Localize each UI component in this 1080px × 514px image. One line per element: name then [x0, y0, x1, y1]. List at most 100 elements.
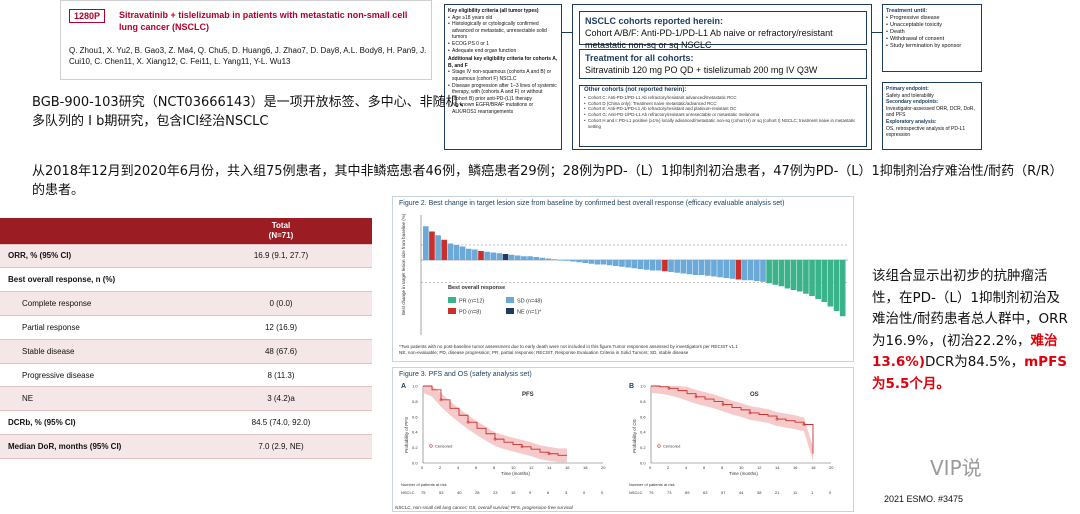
waterfall-bar	[441, 239, 448, 260]
eligibility-item: Age ≥18 years old	[448, 15, 558, 22]
table-row: Stable disease 48 (67.6)	[0, 339, 372, 364]
waterfall-bar	[582, 260, 589, 263]
waterfall-bar	[570, 260, 576, 262]
risk-label: NSCLC	[401, 490, 415, 495]
risk-count: 53	[439, 490, 444, 495]
additional-item: Disease progression after 1–3 lines of s…	[448, 83, 558, 103]
figure-2-title: Figure 2. Best change in target lesion s…	[399, 200, 785, 207]
waterfall-chart: Best change in target lesion size from b…	[401, 213, 848, 335]
legend-censor-mark	[429, 444, 433, 448]
y-tick-label: 1.0	[412, 384, 418, 389]
waterfall-bar	[447, 243, 454, 260]
row-label: ORR, % (95% CI)	[0, 244, 190, 269]
risk-count: 6	[547, 490, 550, 495]
row-label: Complete response	[0, 291, 190, 316]
other-title: Other cohorts (not reported herein):	[584, 87, 687, 93]
eligibility-list: Age ≥18 years oldHistologically or cytol…	[448, 15, 558, 55]
treatment-box: Treatment for all cohorts: Sitravatinib …	[579, 49, 867, 79]
figure-2-footnote-2: NE, non-evaluable; PD, disease progressi…	[399, 350, 689, 355]
flow-arrow	[872, 32, 882, 33]
waterfall-bar	[514, 255, 521, 260]
risk-count: 23	[493, 490, 498, 495]
row-label: Stable disease	[0, 339, 190, 364]
risk-count: 9	[529, 490, 532, 495]
risk-count: 44	[739, 490, 744, 495]
confidence-band	[423, 386, 567, 463]
treatment-until-box: Treatment until: Progressive diseaseUnac…	[882, 4, 982, 72]
risk-count: 15	[511, 490, 516, 495]
waterfall-bar	[606, 260, 613, 266]
until-item: Study termination by sponsor	[886, 43, 978, 50]
row-label: NE	[0, 386, 190, 412]
table-header: Total (N=71)	[0, 218, 372, 245]
figure-2-panel: Figure 2. Best change in target lesion s…	[392, 196, 854, 362]
legend-label: PR (n=12)	[459, 299, 484, 305]
censor-mark	[802, 423, 806, 426]
censor-mark	[748, 411, 752, 415]
censor-mark	[466, 420, 470, 424]
panel-label: B	[629, 383, 634, 390]
y-tick-label: 0.2	[412, 445, 418, 450]
x-tick-label: 18	[811, 465, 816, 470]
row-value: 0 (0.0)	[190, 291, 372, 316]
legend-label: PD (n=8)	[459, 310, 481, 316]
other-cohort-item: Cohort E: Anti-PD-1/PD-L1 Ab refractory/…	[584, 106, 862, 112]
table-row: DCRb, % (95% CI) 84.5 (74.0, 92.0)	[0, 410, 372, 436]
waterfall-bar	[717, 260, 723, 278]
intro-text: BGB-900-103研究（NCT03666143）是一项开放标签、多中心、非随…	[32, 95, 472, 129]
waterfall-bar	[766, 260, 772, 284]
risk-count: 75	[421, 490, 426, 495]
waterfall-bar	[465, 248, 472, 260]
legend-swatch	[506, 297, 514, 303]
treatment-text: Sitravatinib 120 mg PO QD + tislelizumab…	[585, 65, 818, 75]
until-item: Withdrawal of consent	[886, 36, 978, 43]
row-label: Partial response	[0, 315, 190, 340]
waterfall-bar	[643, 260, 650, 270]
figure-2-footnote-1: *Two patients with no post-baseline tumo…	[399, 344, 738, 349]
risk-count: 75	[649, 490, 654, 495]
x-tick-label: 12	[529, 465, 534, 470]
x-tick-label: 10	[511, 465, 516, 470]
censor-mark	[520, 445, 524, 449]
response-table: Total (N=71) ORR, % (95% CI) 16.9 (9.1, 27…	[0, 218, 372, 459]
waterfall-bar	[478, 251, 484, 260]
flow-arrow	[562, 32, 572, 33]
header-n: (N=71)	[268, 230, 294, 240]
y-axis-label: Probability of OS	[632, 419, 637, 453]
additional-list: Stage IV non-squamous (cohorts A and B) …	[448, 69, 558, 115]
waterfall-bar	[637, 260, 644, 269]
risk-count: 38	[757, 490, 762, 495]
waterfall-bar	[803, 260, 809, 294]
waterfall-bar	[674, 260, 680, 273]
confidence-band	[651, 386, 813, 461]
summary-text: 从2018年12月到2020年6月份，共入组75例患者，其中非鳞癌患者46例，鳞…	[32, 164, 1057, 198]
row-value: 16.9 (9.1, 27.7)	[190, 244, 372, 269]
poster-header: 1280P Sitravatinib + tislelizumab in pat…	[60, 0, 432, 80]
risk-count: 63	[703, 490, 708, 495]
legend-swatch	[448, 308, 456, 314]
until-item: Death	[886, 29, 978, 36]
waterfall-bar	[594, 260, 601, 265]
waterfall-bar	[527, 256, 533, 260]
primary-label: Primary endpoint:	[886, 86, 929, 92]
other-list: Cohort C: Anti-PD-1/PD-L1 Ab refractory/…	[584, 95, 862, 130]
legend-censored: Censored	[663, 444, 680, 449]
other-cohort-item: Cohort G: Anti-PD-1/PD-L1 Ab refractory/…	[584, 112, 862, 118]
secondary-text: Investigator-assessed ORR, DCR, DoR, and…	[886, 105, 975, 119]
x-tick-label: 14	[775, 465, 780, 470]
y-tick-label: 0.0	[640, 461, 646, 466]
conclusion-highlight-2: mPFS为5.5个月。	[872, 354, 1068, 392]
header-total: Total	[271, 220, 291, 230]
waterfall-bar	[796, 260, 803, 292]
y-tick-label: 0.6	[640, 414, 646, 419]
legend-label: SD (n=48)	[517, 299, 542, 305]
other-cohort-item: Cohort H and I: PD-L1 positive (≥1%) loc…	[584, 118, 862, 130]
y-tick-label: 0.0	[412, 461, 418, 466]
waterfall-bar	[564, 260, 570, 261]
legend-label: NE (n=1)*	[517, 310, 542, 316]
x-tick-label: 20	[601, 465, 606, 470]
endpoints-box: Primary endpoint: Safety and tolerabilit…	[882, 82, 982, 150]
censor-mark	[775, 417, 779, 421]
x-tick-label: 18	[583, 465, 588, 470]
